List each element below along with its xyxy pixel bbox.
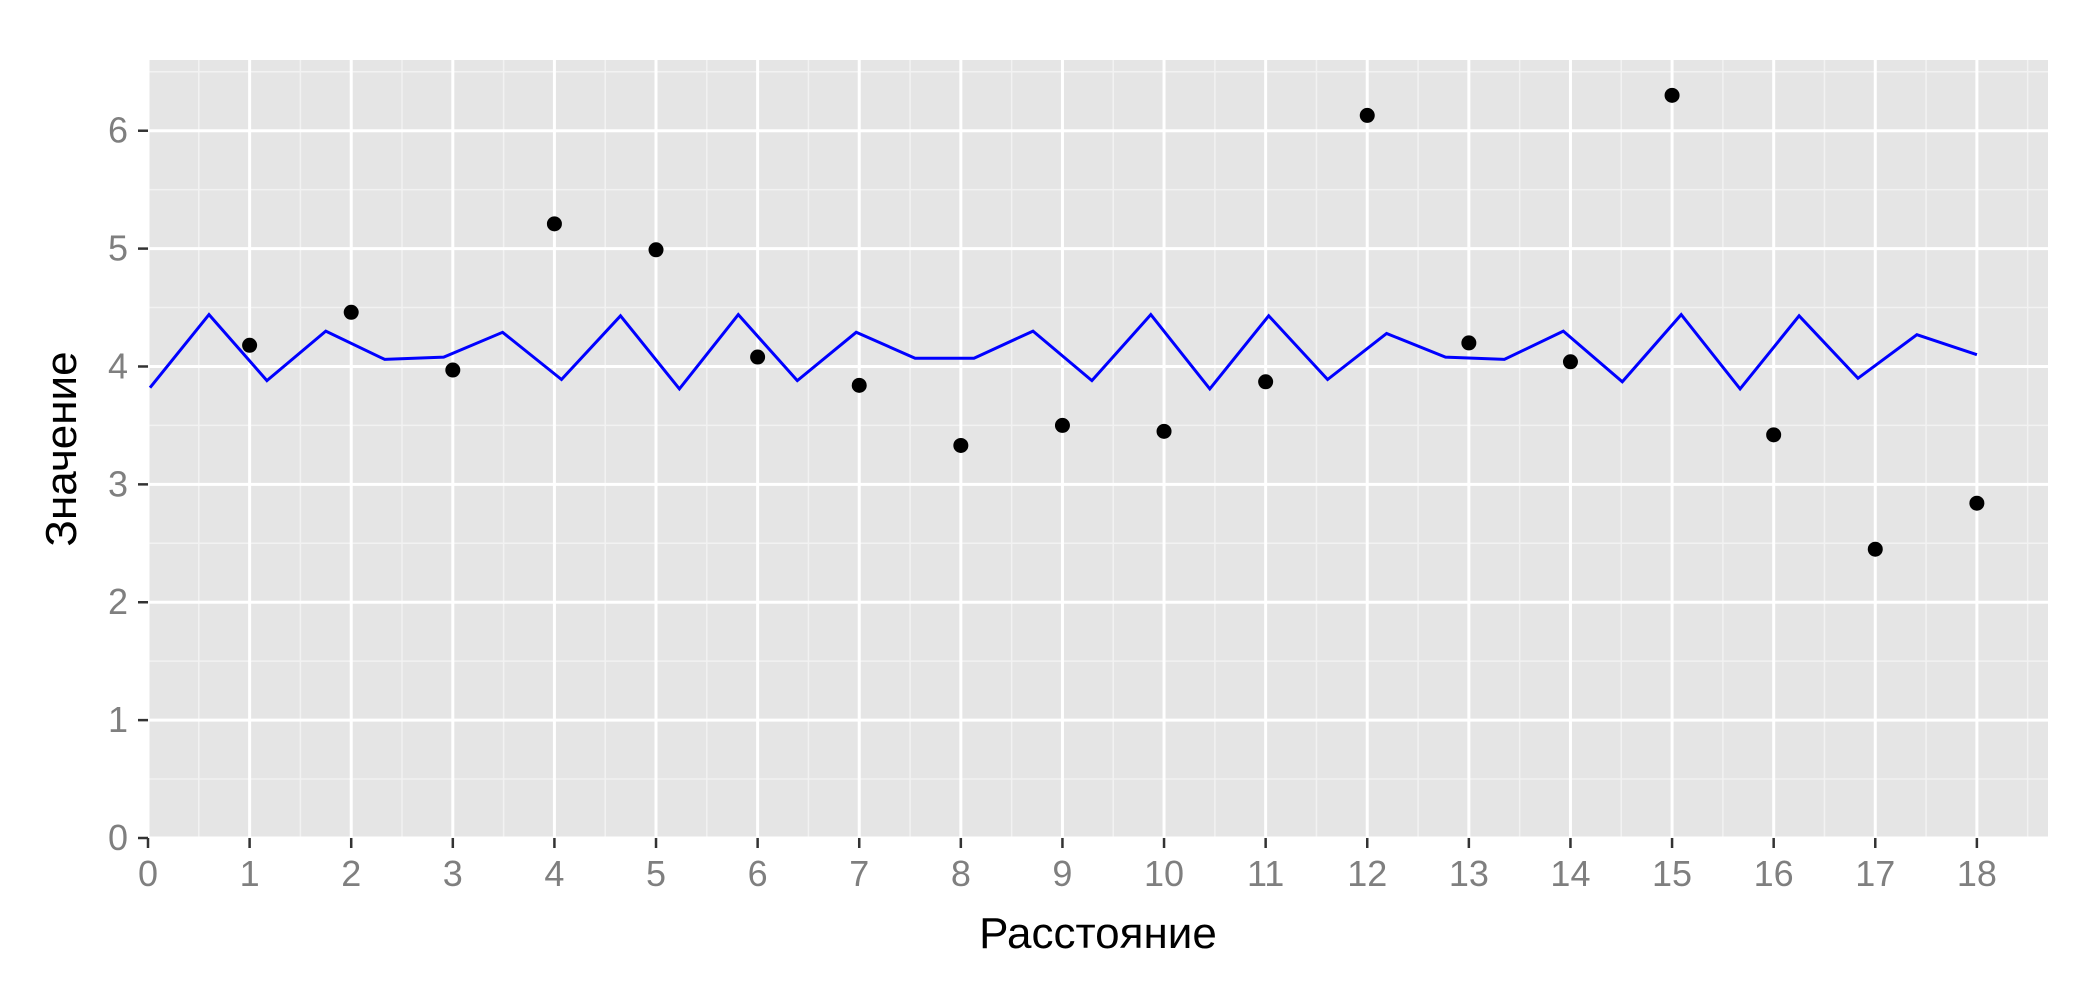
data-point: [1258, 374, 1274, 390]
data-point: [242, 337, 258, 353]
y-axis-title: Значение: [37, 351, 86, 546]
x-tick-label: 0: [138, 853, 158, 894]
data-point: [1867, 541, 1883, 557]
data-point: [1156, 423, 1172, 439]
x-tick-label: 9: [1052, 853, 1072, 894]
series: [148, 87, 1985, 557]
data-point: [1562, 354, 1578, 370]
y-tick-label: 6: [108, 110, 128, 151]
x-tick-label: 1: [240, 853, 260, 894]
x-tick-label: 16: [1754, 853, 1794, 894]
x-tick-label: 18: [1957, 853, 1997, 894]
x-axis-title: Расстояние: [979, 909, 1217, 958]
data-point: [1054, 417, 1070, 433]
grid: [146, 60, 2048, 840]
x-tick-label: 7: [849, 853, 869, 894]
data-point: [1969, 495, 1985, 511]
data-point: [445, 362, 461, 378]
data-point: [648, 242, 664, 258]
x-tick-label: 10: [1144, 853, 1184, 894]
x-tick-label: 3: [443, 853, 463, 894]
x-tick-label: 12: [1347, 853, 1387, 894]
x-tick-label: 15: [1652, 853, 1692, 894]
x-tick-label: 8: [951, 853, 971, 894]
x-tick-label: 14: [1550, 853, 1590, 894]
series-line: [148, 312, 1978, 392]
y-tick-label: 0: [108, 817, 128, 858]
x-tick-label: 4: [544, 853, 564, 894]
x-tick-label: 13: [1449, 853, 1489, 894]
data-point: [750, 349, 766, 365]
x-tick-label: 6: [748, 853, 768, 894]
data-point: [953, 437, 969, 453]
data-point: [546, 216, 562, 232]
y-tick-label: 5: [108, 228, 128, 269]
data-point: [1766, 427, 1782, 443]
x-tick-label: 11: [1247, 853, 1284, 894]
y-tick-label: 4: [108, 345, 128, 386]
data-point: [1664, 87, 1680, 103]
x-tick-label: 17: [1855, 853, 1895, 894]
data-point: [1359, 107, 1375, 123]
x-tick-label: 5: [646, 853, 666, 894]
y-tick-label: 3: [108, 463, 128, 504]
y-tick-label: 1: [108, 699, 128, 740]
y-tick-label: 2: [108, 581, 128, 622]
data-point: [343, 304, 359, 320]
data-point: [851, 377, 867, 393]
x-tick-label: 2: [341, 853, 361, 894]
data-point: [1461, 335, 1477, 351]
